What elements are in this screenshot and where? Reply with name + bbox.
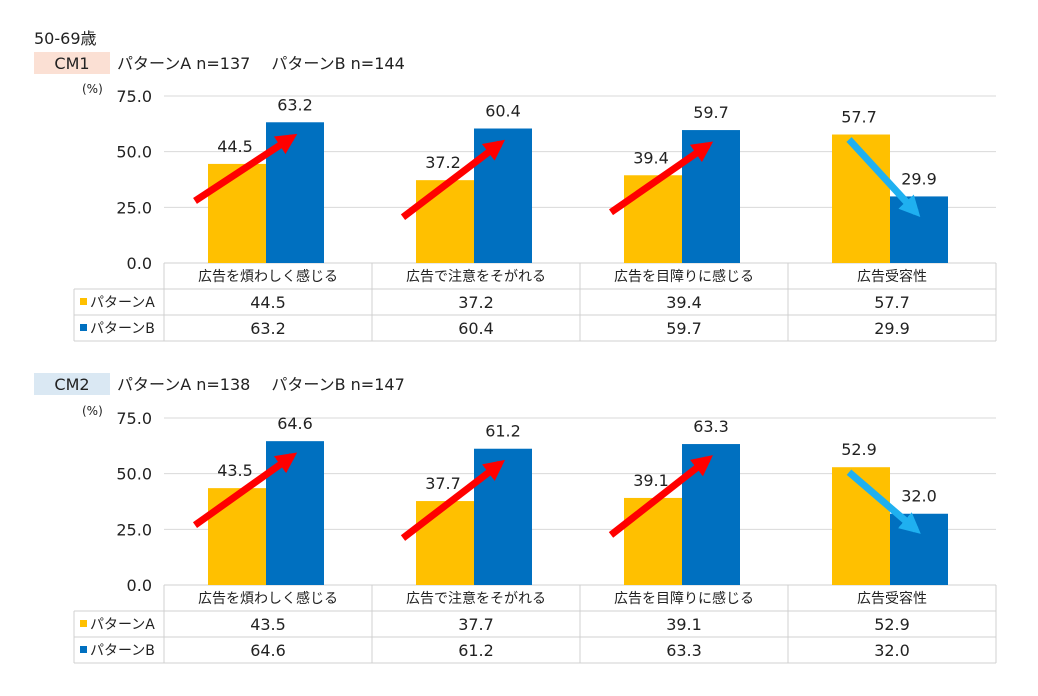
trend-arrow-up: [192, 452, 298, 528]
cm-tag-background: [34, 373, 110, 395]
bar-pattern-a: [416, 180, 474, 263]
trend-arrow-down: [846, 469, 921, 534]
y-tick-label: 75.0: [116, 87, 152, 106]
bar-data-label: 63.2: [277, 95, 313, 114]
legend-series-name: パターンB: [90, 321, 155, 337]
category-label: 広告を目障りに感じる: [614, 268, 754, 285]
cm-tag-background: [34, 52, 110, 74]
table-cell-value: 29.9: [874, 319, 910, 338]
table-cell-value: 37.7: [458, 615, 494, 634]
category-label: 広告で注意をそがれる: [406, 590, 546, 607]
category-label: 広告を煩わしく感じる: [198, 590, 338, 607]
category-label: 広告で注意をそがれる: [406, 268, 546, 285]
table-cell-value: 39.4: [666, 293, 702, 312]
bar-pattern-b: [682, 130, 740, 263]
trend-arrow-up: [400, 139, 506, 220]
bar-pattern-b: [266, 441, 324, 585]
bar-data-label: 29.9: [901, 169, 937, 188]
bar-pattern-b: [682, 444, 740, 585]
cm-tag-label: CM2: [54, 375, 89, 394]
bar-data-label: 44.5: [217, 137, 253, 156]
y-tick-label: 0.0: [127, 254, 152, 273]
bar-pattern-b: [474, 448, 532, 585]
bar-data-label: 37.2: [425, 153, 461, 172]
bar-pattern-a: [208, 163, 266, 263]
bar-data-label: 43.5: [217, 461, 253, 480]
y-tick-label: 25.0: [116, 520, 152, 539]
bar-data-label: 32.0: [901, 487, 937, 506]
category-label: 広告を目障りに感じる: [614, 590, 754, 607]
trend-arrow-up: [608, 455, 713, 538]
y-tick-label: 0.0: [127, 576, 152, 595]
table-cell-value: 63.2: [250, 319, 286, 338]
table-cell-value: 52.9: [874, 615, 910, 634]
cm-tag-label: CM1: [54, 54, 89, 73]
trend-arrow-down: [846, 137, 921, 218]
category-label: 広告受容性: [857, 590, 927, 607]
legend-swatch: [80, 324, 87, 331]
trend-arrow-up: [400, 459, 506, 541]
unit-label: (%): [82, 404, 103, 418]
bar-data-label: 59.7: [693, 103, 729, 122]
y-tick-label: 75.0: [116, 409, 152, 428]
table-cell-value: 44.5: [250, 293, 286, 312]
y-tick-label: 50.0: [116, 143, 152, 162]
table-cell-value: 32.0: [874, 641, 910, 660]
category-label: 広告受容性: [857, 268, 927, 285]
legend-swatch: [80, 298, 87, 305]
y-tick-label: 50.0: [116, 465, 152, 484]
legend-swatch: [80, 646, 87, 653]
bar-data-label: 37.7: [425, 474, 461, 493]
table-cell-value: 43.5: [250, 615, 286, 634]
bar-pattern-b: [890, 513, 948, 585]
legend-series-name: パターンA: [90, 295, 155, 311]
bar-pattern-b: [890, 196, 948, 263]
table-cell-value: 59.7: [666, 319, 702, 338]
table-cell-value: 64.6: [250, 641, 286, 660]
bar-data-label: 52.9: [841, 440, 877, 459]
bar-data-label: 63.3: [693, 417, 729, 436]
bar-data-label: 61.2: [485, 422, 521, 441]
chart-subtitle: パターンA n=137 パターンB n=144: [117, 54, 405, 73]
bar-data-label: 60.4: [485, 102, 521, 121]
legend-swatch: [80, 620, 87, 627]
table-cell-value: 60.4: [458, 319, 494, 338]
bar-pattern-b: [474, 128, 532, 263]
table-cell-value: 37.2: [458, 293, 494, 312]
bar-pattern-a: [416, 501, 474, 585]
bar-pattern-a: [624, 175, 682, 263]
chart-subtitle: パターンA n=138 パターンB n=147: [117, 375, 405, 394]
age-group-label: 50-69歳: [34, 29, 97, 48]
chart-panel-cm1: CM1 パターンA n=137 パターンB n=144 (%) 0.0 25.0 50.0…: [34, 52, 997, 342]
bar-pattern-a: [208, 488, 266, 585]
bar-pattern-b: [266, 122, 324, 264]
table-cell-value: 39.1: [666, 615, 702, 634]
y-tick-label: 25.0: [116, 198, 152, 217]
table-cell-value: 57.7: [874, 293, 910, 312]
chart-panel-cm2: CM2 パターンA n=138 パターンB n=147 (%) 0.0 25.0 50.0…: [34, 373, 997, 664]
legend-series-name: パターンA: [90, 617, 155, 633]
table-cell-value: 61.2: [458, 641, 494, 660]
legend-series-name: パターンB: [90, 643, 155, 659]
unit-label: (%): [82, 82, 103, 96]
bar-data-label: 64.6: [277, 414, 313, 433]
bar-data-label: 39.1: [633, 471, 669, 490]
bar-pattern-a: [624, 497, 682, 585]
category-label: 広告を煩わしく感じる: [198, 268, 338, 285]
bar-data-label: 39.4: [633, 148, 669, 167]
table-cell-value: 63.3: [666, 641, 702, 660]
bar-data-label: 57.7: [841, 108, 877, 127]
trend-arrow-up: [193, 133, 298, 204]
trend-arrow-up: [609, 141, 714, 216]
